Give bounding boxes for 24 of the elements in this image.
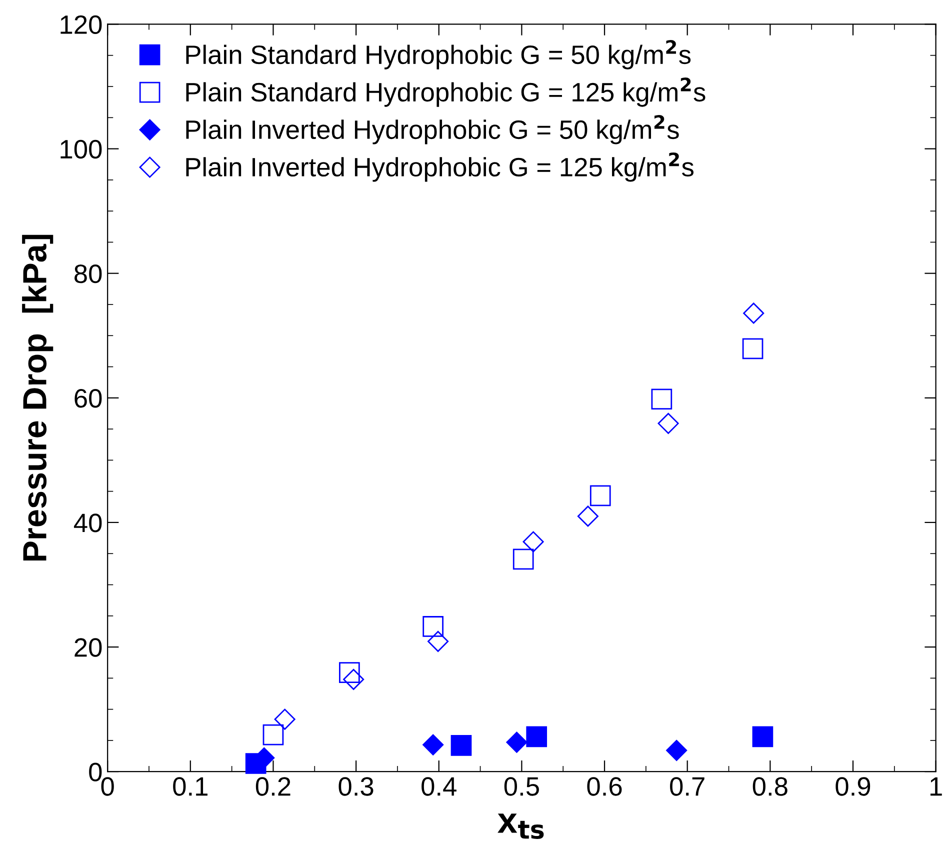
y-tick-label: 0: [89, 762, 102, 782]
x-tick-label: 0.6: [587, 777, 622, 796]
x-tick-label: 1: [930, 777, 942, 796]
legend-label: Plain Inverted Hydrophobic G = 125 kg/m$^{2}$s: [186, 152, 694, 182]
y-tick-label: 40: [74, 514, 102, 532]
x-axis-title: x$_{ts}$: [498, 814, 544, 839]
y-axis-title: Pressure Drop [kPa]: [22, 234, 54, 561]
x-tick-label: 0.4: [422, 777, 456, 796]
y-tick-label: 100: [60, 140, 102, 159]
x-tick-label: 0.5: [504, 777, 539, 796]
x-tick-label: 0.7: [670, 777, 704, 796]
x-tick-label: 0.9: [836, 777, 870, 796]
legend-label: Plain Inverted Hydrophobic G = 50 kg/m$^{2}$s: [186, 115, 679, 144]
x-tick-label: 0.1: [173, 777, 208, 796]
x-tick-label: 0.2: [256, 777, 290, 796]
x-tick-label: 0: [101, 777, 114, 796]
legend-label: Plain Standard Hydrophobic G = 125 kg/m$^{2}$s: [186, 78, 706, 107]
y-tick-label: 20: [74, 638, 102, 657]
x-tick-label: 0.8: [752, 777, 788, 796]
x-tick-label: 0.3: [338, 777, 374, 796]
y-tick-label: 80: [74, 264, 102, 284]
y-tick-label: 120: [60, 15, 102, 34]
y-tick-label: 60: [74, 389, 102, 408]
legend-label: Plain Standard Hydrophobic G = 50 kg/m$^{2}$s: [186, 40, 691, 70]
